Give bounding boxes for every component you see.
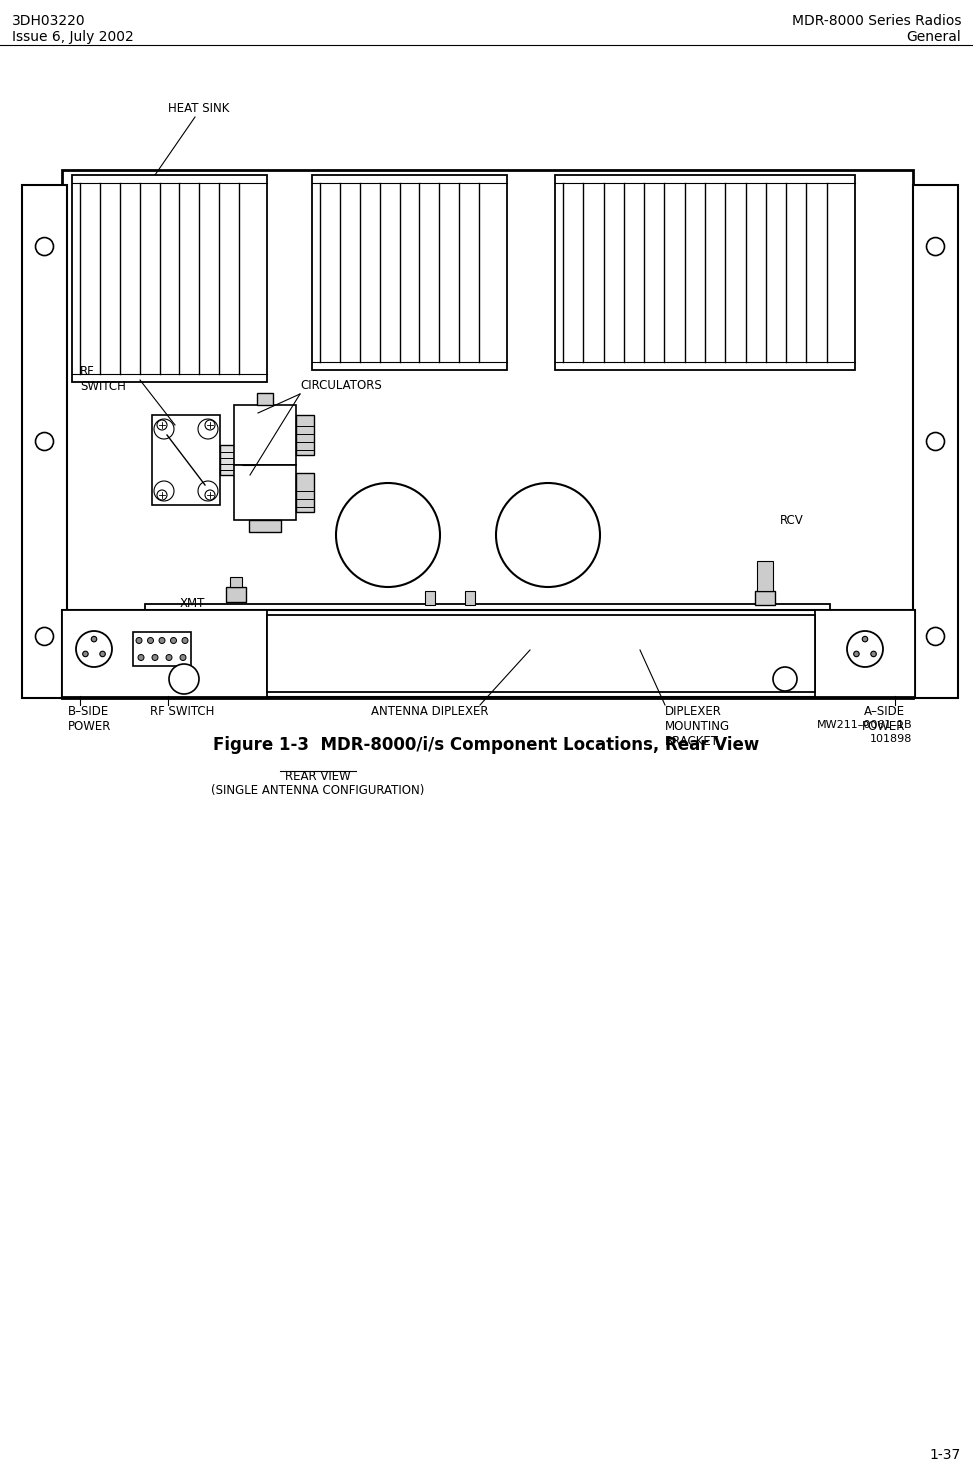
Bar: [72, 175, 267, 382]
Text: REAR VIEW: REAR VIEW: [285, 770, 351, 783]
Circle shape: [180, 654, 186, 660]
Circle shape: [83, 651, 89, 657]
Circle shape: [159, 638, 165, 644]
Bar: [234, 406, 296, 465]
Bar: [62, 610, 915, 697]
Circle shape: [154, 419, 174, 440]
Bar: [230, 577, 242, 588]
Bar: [296, 474, 314, 512]
Bar: [226, 588, 246, 602]
Text: 101898: 101898: [870, 734, 912, 744]
Circle shape: [138, 654, 144, 660]
Text: RCV: RCV: [780, 514, 804, 527]
Circle shape: [871, 651, 877, 657]
Text: RF
SWITCH: RF SWITCH: [80, 366, 126, 394]
Text: General: General: [906, 30, 961, 44]
Text: Issue 6, July 2002: Issue 6, July 2002: [12, 30, 133, 44]
Circle shape: [157, 490, 167, 500]
Circle shape: [336, 482, 440, 588]
Circle shape: [100, 651, 105, 657]
Text: 1-37: 1-37: [930, 1447, 961, 1462]
Circle shape: [158, 619, 176, 636]
Circle shape: [182, 638, 188, 644]
Circle shape: [148, 638, 154, 644]
Circle shape: [198, 419, 218, 440]
Text: MDR-8000 Series Radios: MDR-8000 Series Radios: [791, 13, 961, 28]
Text: DIPLEXER
MOUNTING
BRACKET: DIPLEXER MOUNTING BRACKET: [665, 704, 730, 747]
Bar: [220, 445, 240, 475]
Bar: [22, 185, 67, 699]
Bar: [425, 591, 435, 605]
Circle shape: [157, 420, 167, 431]
Circle shape: [136, 638, 142, 644]
Text: XMT: XMT: [180, 596, 205, 610]
Bar: [257, 394, 273, 406]
Text: 3DH03220: 3DH03220: [12, 13, 86, 28]
Bar: [755, 591, 775, 605]
Text: A–SIDE
POWER: A–SIDE POWER: [862, 704, 905, 733]
Bar: [465, 591, 475, 605]
Text: Figure 1-3  MDR-8000/i/s Component Locations, Rear View: Figure 1-3 MDR-8000/i/s Component Locati…: [213, 736, 759, 753]
Circle shape: [35, 628, 54, 645]
Text: MW211–0061–1B: MW211–0061–1B: [816, 719, 912, 730]
Bar: [62, 610, 267, 697]
Text: ANTENNA DIPLEXER: ANTENNA DIPLEXER: [372, 704, 488, 718]
Circle shape: [35, 238, 54, 256]
Bar: [62, 170, 913, 699]
Circle shape: [152, 654, 158, 660]
Bar: [152, 414, 220, 505]
Bar: [312, 175, 507, 370]
Bar: [267, 616, 815, 693]
Bar: [145, 604, 830, 653]
Circle shape: [496, 482, 600, 588]
Bar: [234, 465, 296, 519]
Circle shape: [76, 630, 112, 667]
Bar: [555, 175, 855, 370]
Text: CIRCULATORS: CIRCULATORS: [300, 379, 381, 392]
Circle shape: [205, 420, 215, 431]
Circle shape: [862, 636, 868, 642]
Circle shape: [853, 651, 859, 657]
Bar: [249, 519, 281, 531]
Circle shape: [926, 238, 945, 256]
Circle shape: [773, 667, 797, 691]
Circle shape: [170, 638, 176, 644]
Circle shape: [35, 432, 54, 450]
Circle shape: [799, 619, 817, 636]
Circle shape: [154, 481, 174, 502]
Circle shape: [198, 481, 218, 502]
Circle shape: [847, 630, 883, 667]
Text: RF SWITCH: RF SWITCH: [150, 704, 214, 718]
Circle shape: [91, 636, 96, 642]
Bar: [913, 185, 958, 699]
Text: (SINGLE ANTENNA CONFIGURATION): (SINGLE ANTENNA CONFIGURATION): [211, 784, 424, 798]
Circle shape: [926, 432, 945, 450]
Circle shape: [926, 628, 945, 645]
Bar: [296, 414, 314, 454]
Circle shape: [205, 490, 215, 500]
Bar: [757, 561, 773, 591]
Bar: [815, 610, 915, 697]
Text: B–SIDE
POWER: B–SIDE POWER: [68, 704, 111, 733]
Circle shape: [166, 654, 172, 660]
Bar: [133, 632, 191, 666]
Circle shape: [169, 665, 199, 694]
Text: HEAT SINK: HEAT SINK: [168, 102, 230, 115]
